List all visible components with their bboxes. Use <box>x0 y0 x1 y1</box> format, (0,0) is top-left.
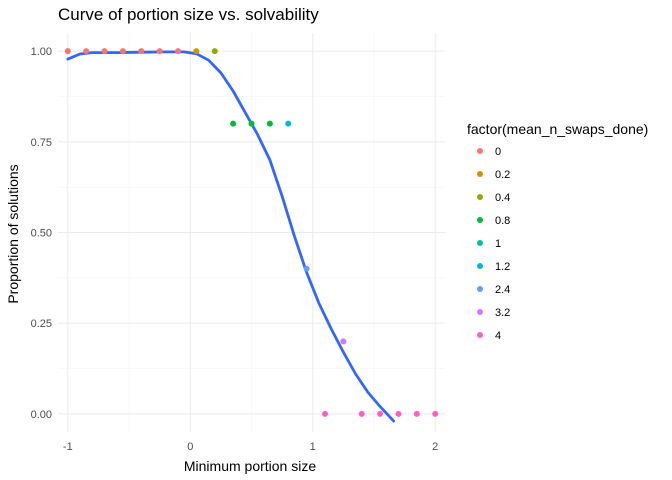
y-axis-title: Proportion of solutions <box>5 164 21 303</box>
legend-label: 0.8 <box>495 215 510 227</box>
x-tick-label: 0 <box>187 441 193 453</box>
data-point <box>83 48 90 55</box>
data-point <box>413 410 420 417</box>
legend-key <box>477 286 483 292</box>
legend-label: 3.2 <box>495 307 510 319</box>
smooth-fit-line <box>66 50 395 423</box>
x-axis-title: Minimum portion size <box>184 458 316 474</box>
x-tick-label: 2 <box>432 441 438 453</box>
smooth-curve-layer <box>66 50 395 423</box>
data-point <box>193 48 200 55</box>
data-point <box>156 48 163 55</box>
data-point <box>285 120 292 127</box>
data-point <box>321 410 328 417</box>
legend-key <box>477 240 483 246</box>
legend-key <box>477 332 483 338</box>
data-point <box>432 410 439 417</box>
legend: factor(mean_n_swaps_done) 0 0.2 0.4 0.8 1 1.2… <box>467 121 648 342</box>
data-point <box>138 48 145 55</box>
data-point <box>358 410 365 417</box>
data-point <box>211 48 218 55</box>
data-point <box>230 120 237 127</box>
chart-title: Curve of portion size vs. solvability <box>58 5 319 24</box>
x-tick-label: 1 <box>310 441 316 453</box>
data-point <box>377 410 384 417</box>
data-point <box>303 265 310 272</box>
legend-key <box>477 194 483 200</box>
y-axis-ticks: 0.00 0.25 0.50 0.75 1.00 <box>31 46 52 421</box>
y-tick-label: 0.25 <box>31 318 52 330</box>
y-tick-label: 0.00 <box>31 409 52 421</box>
y-tick-label: 0.50 <box>31 228 52 240</box>
legend-label: 4 <box>495 330 501 342</box>
data-point <box>248 120 255 127</box>
data-point <box>64 48 71 55</box>
legend-key <box>477 217 483 223</box>
data-point <box>340 338 347 345</box>
legend-label: 2.4 <box>495 284 510 296</box>
scatter-points <box>64 48 439 417</box>
legend-key <box>477 148 483 154</box>
y-tick-label: 1.00 <box>31 46 52 58</box>
legend-label: 1.2 <box>495 261 510 273</box>
legend-key <box>477 309 483 315</box>
legend-label: 0.4 <box>495 192 510 204</box>
y-tick-label: 0.75 <box>31 137 52 149</box>
data-point <box>266 120 273 127</box>
legend-title: factor(mean_n_swaps_done) <box>467 121 648 137</box>
legend-key <box>477 263 483 269</box>
legend-label: 0.2 <box>495 169 510 181</box>
legend-key <box>477 171 483 177</box>
legend-label: 1 <box>495 238 501 250</box>
data-point <box>175 48 182 55</box>
data-point <box>101 48 108 55</box>
x-axis-ticks: -1 0 1 2 <box>63 441 438 453</box>
x-tick-label: -1 <box>63 441 73 453</box>
data-point <box>395 410 402 417</box>
legend-label: 0 <box>495 146 501 158</box>
data-point <box>119 48 126 55</box>
grid <box>58 33 445 432</box>
